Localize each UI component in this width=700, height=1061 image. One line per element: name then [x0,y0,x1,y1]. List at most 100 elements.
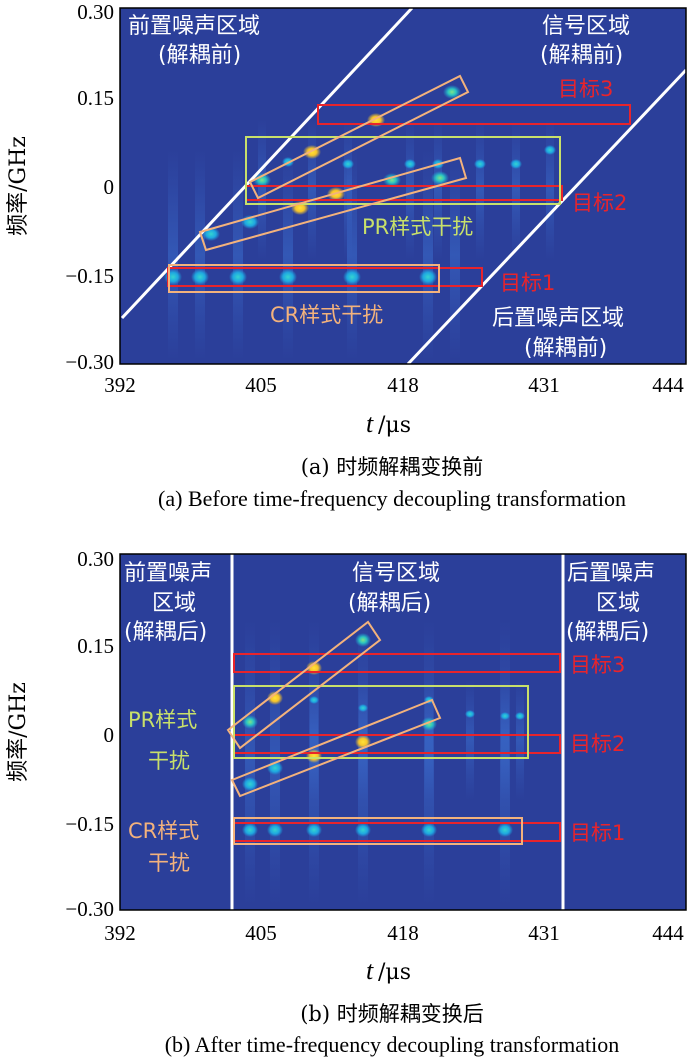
spectral-spot [465,710,475,718]
panel-a: 目标3 目标2 目标1 PR样式干扰 CR样式干扰 前置噪声区域 (解耦前) 信… [6,0,688,511]
signal-region-sublabel: (解耦前) [540,43,623,68]
spectral-streak [516,680,524,800]
spectral-streak [308,120,316,260]
post-region-label: 后置噪声 [567,561,655,586]
cr-diag-box-upper [226,620,382,750]
spectral-spot [355,823,371,837]
cr-interference-box [233,817,523,845]
y-tick-label: −0.15 [65,264,114,288]
y-tick-label: 0.15 [77,634,114,658]
x-axis-label-var: t [366,956,374,985]
spectral-spot [497,823,513,837]
pr-interference-label: PR样式干扰 [362,215,473,239]
spectral-spot [242,715,258,729]
spectral-spot [229,269,247,285]
cr-interference-label-2: 干扰 [148,851,190,875]
spectral-streak [476,120,484,260]
spectral-spot [267,691,283,705]
spectral-spot [253,173,271,187]
target-3-box [317,104,631,125]
spectral-spot [267,823,283,837]
pr-interference-label-2: 干扰 [148,749,190,773]
post-region-sublabel: 区域 [596,591,640,616]
x-tick-label: 392 [104,921,136,945]
pr-interference-box [245,136,561,205]
spectral-spot [474,159,486,169]
caption-en: (a) Before time-frequency decoupling tra… [158,486,626,511]
y-axis-label: 频率/GHz [6,682,31,782]
target-1-label: 目标1 [570,821,625,845]
spectral-streak [423,150,433,360]
cr-interference-label: CR样式 [128,819,199,843]
spectral-spot [242,777,258,791]
spectral-streak [310,680,318,800]
target-2-label: 目标2 [572,191,627,215]
spectral-spot [358,704,368,712]
x-tick-label: 431 [528,921,560,945]
cr-diag-box-lower [230,698,442,798]
x-axis-label-unit: /μs [378,413,411,438]
y-tick-label: 0.30 [77,0,114,24]
spectral-spot [544,145,556,155]
spectral-streak [450,150,460,360]
spectral-streak [406,120,414,260]
spectral-streak [425,680,433,800]
x-tick-label: 431 [528,373,560,397]
spectral-streak [168,150,178,360]
signal-region-label: 信号区域 [542,14,630,39]
x-ticks: 392 405 418 431 444 [104,373,684,397]
caption-cn: (b) 时频解耦变换后 [300,1002,484,1026]
x-tick-label: 418 [387,921,419,945]
y-tick-label: 0 [104,723,115,747]
x-axis-label: t /μs [366,409,411,438]
spectral-spot [443,85,461,99]
spectral-streak [258,120,266,260]
cr-diag-box-upper [248,74,470,200]
spectral-spot [242,823,258,837]
signal-region-label: 信号区域 [352,561,440,586]
y-tick-label: −0.15 [65,812,114,836]
spectral-streak [512,120,520,260]
signal-region-sublabel: (解耦后) [348,591,431,616]
pre-region-label: 前置噪声区域 [128,14,260,39]
caption-en: (b) After time-frequency decoupling tran… [165,1032,620,1057]
pre-region-sublabel: (解耦前) [158,43,241,68]
target-3-label: 目标3 [570,653,625,677]
cr-diag-box-lower [198,156,468,252]
x-ticks: 392 405 418 431 444 [104,921,684,945]
spectral-spot [191,269,209,285]
plot-frame [119,553,687,911]
post-region-sublabel: (解耦前) [524,336,607,361]
x-tick-label: 418 [387,373,419,397]
target-1-label: 目标1 [500,271,555,295]
target-3-box [233,653,561,673]
spectral-streak [466,680,474,800]
pre-region-sublabel: 区域 [152,591,196,616]
pre-region-boundary [120,6,414,320]
spectral-spot [343,269,361,285]
cr-interference-box [168,264,440,293]
spectral-spot [404,159,416,169]
spectral-spot [306,823,322,837]
x-axis-label-var: t [366,409,374,438]
target-3-label: 目标3 [558,77,613,101]
x-tick-label: 405 [245,921,277,945]
spectral-spot [309,696,319,704]
y-ticks: 0.30 0.15 0 −0.15 −0.30 [65,0,114,374]
spectral-streak [546,120,554,260]
spectral-spot [421,823,437,837]
target-2-label: 目标2 [570,732,625,756]
y-tick-label: −0.30 [65,350,114,374]
spectral-spot [431,171,449,185]
spectral-streak [195,150,205,360]
spectral-streak [245,620,255,905]
x-tick-label: 405 [245,373,277,397]
cr-interference-label: CR样式干扰 [270,303,383,327]
spectral-spot [419,269,437,285]
y-ticks: 0.30 0.15 0 −0.15 −0.30 [65,547,114,921]
post-region-boundary [406,68,688,366]
x-tick-label: 392 [104,373,136,397]
x-tick-label: 444 [652,373,684,397]
spectral-spot [510,159,522,169]
